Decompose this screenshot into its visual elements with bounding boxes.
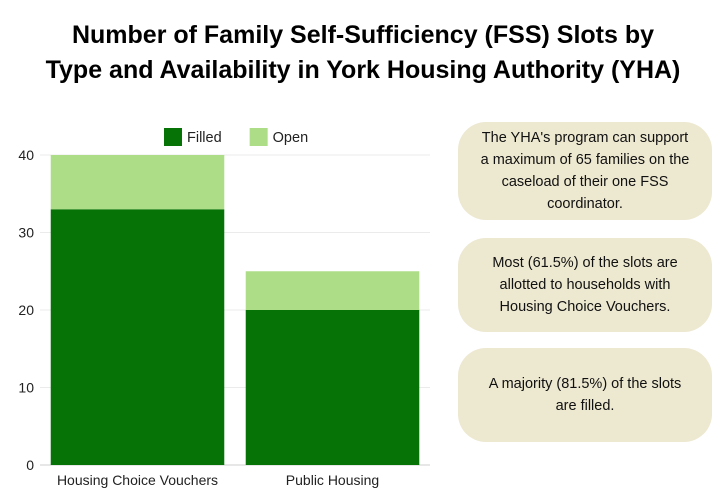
stacked-bar-chart: 0 10 20 30 40 Housing Choice Vouchers Public H… [18,128,430,488]
legend-swatch-filled [164,128,182,146]
legend-label-filled: Filled [187,130,222,146]
chart-title-line-2: Type and Availability in York Housing Au… [45,56,681,84]
legend-label-open: Open [273,130,308,146]
bar-filled-1 [245,310,420,465]
bar-open-1 [245,271,420,310]
chart-title-line-1: Number of Family Self-Sufficiency (FSS) … [71,21,655,49]
note-filled-share: A majority (81.5%) of the slots are fill… [458,348,712,442]
note-voucher-share-text: Most (61.5%) of the slots are allotted t… [492,255,678,315]
chart-title: Number of Family Self-Sufficiency (FSS) … [0,18,726,88]
note-filled-share-text: A majority (81.5%) of the slots are fill… [488,376,682,414]
y-tick-label: 10 [18,380,34,396]
note-voucher-share: Most (61.5%) of the slots are allotted t… [458,238,712,332]
legend-swatch-open [249,128,268,146]
y-tick-label: 40 [18,147,34,163]
y-tick-label: 30 [18,225,34,241]
bar-open-0 [50,155,225,210]
note-capacity-text: The YHA's program can support a maximum … [480,130,690,212]
bar-filled-0 [50,209,225,465]
y-tick-label: 20 [18,302,34,318]
note-capacity: The YHA's program can support a maximum … [458,122,712,220]
x-tick-label: Housing Choice Vouchers [57,472,218,488]
x-tick-label: Public Housing [286,472,379,488]
y-tick-label: 0 [26,457,34,473]
